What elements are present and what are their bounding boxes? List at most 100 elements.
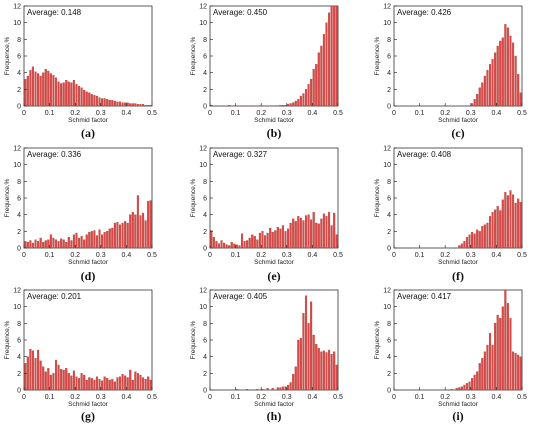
histogram-bar bbox=[147, 376, 150, 391]
histogram-bar bbox=[108, 100, 111, 107]
histogram-bar bbox=[310, 219, 313, 249]
histogram-bar bbox=[294, 366, 297, 391]
x-tick-label: 0 bbox=[208, 110, 212, 117]
histogram-bar bbox=[124, 221, 127, 249]
histogram-bar bbox=[72, 234, 75, 249]
x-tick-label: 0.2 bbox=[256, 394, 266, 401]
y-tick-label: 0 bbox=[17, 104, 21, 111]
y-tick-label: 10 bbox=[383, 304, 391, 311]
x-tick-label: 0.3 bbox=[466, 110, 476, 117]
chart-panel: 0 2 4 6 8 10 12 0 0.1 0.2 0.3 0.4 0.5 Schmid factor Fr… bbox=[4, 4, 157, 141]
histogram-bar bbox=[271, 388, 274, 391]
histogram-bar bbox=[307, 214, 310, 249]
histogram-bar bbox=[514, 55, 517, 107]
histogram-bar bbox=[511, 351, 515, 391]
histogram-bar bbox=[519, 92, 522, 107]
histogram-bar bbox=[256, 239, 259, 249]
x-tick-label: 0.5 bbox=[517, 252, 527, 259]
histogram-bar bbox=[106, 99, 109, 107]
histogram-bar bbox=[70, 375, 73, 391]
histogram-bar bbox=[39, 360, 42, 391]
panel-label: (d) bbox=[81, 269, 96, 283]
histogram-bar bbox=[116, 101, 119, 107]
histogram-bar bbox=[463, 241, 466, 249]
x-tick-label: 0.5 bbox=[147, 252, 157, 259]
y-tick-label: 0 bbox=[203, 388, 207, 395]
histogram-bar bbox=[299, 217, 302, 249]
histogram-bar bbox=[108, 379, 111, 391]
histogram-bar bbox=[77, 237, 81, 249]
histogram-bar bbox=[258, 232, 261, 249]
histogram-bar bbox=[149, 379, 152, 391]
y-tick-label: 10 bbox=[199, 304, 207, 311]
histogram-bar bbox=[85, 234, 88, 249]
y-tick-label: 2 bbox=[203, 87, 207, 94]
y-tick-label: 4 bbox=[17, 70, 21, 77]
histogram-bar bbox=[478, 87, 481, 107]
y-tick-label: 8 bbox=[203, 321, 207, 328]
histogram-bar bbox=[504, 289, 507, 391]
y-tick-label: 2 bbox=[17, 229, 21, 236]
histogram-bar bbox=[121, 102, 124, 107]
y-tick-label: 12 bbox=[13, 4, 21, 11]
histogram-bar bbox=[317, 52, 320, 107]
y-axis-label: Frequence,% bbox=[190, 320, 197, 359]
average-annotation: Average: 0.148 bbox=[27, 8, 82, 17]
histogram-bar bbox=[322, 213, 325, 249]
histogram-bar bbox=[511, 194, 515, 249]
histogram-bar bbox=[93, 230, 96, 249]
histogram-bar bbox=[60, 83, 63, 107]
x-tick-label: 0.5 bbox=[517, 394, 527, 401]
histogram-bar bbox=[511, 42, 515, 107]
histogram-bar bbox=[494, 209, 497, 249]
histogram-bar bbox=[289, 382, 292, 391]
histogram-bar bbox=[501, 199, 504, 249]
histogram-bar bbox=[322, 34, 325, 107]
chart-panel: 0 2 4 6 8 10 12 0 0.1 0.2 0.3 0.4 0.5 Schmid factor Fr… bbox=[4, 288, 157, 424]
histogram-bar bbox=[31, 350, 35, 391]
histogram-bar bbox=[320, 351, 323, 391]
histogram-bar bbox=[320, 218, 323, 249]
histogram-bar bbox=[289, 103, 292, 107]
y-axis-label: Frequence,% bbox=[190, 36, 197, 75]
average-annotation: Average: 0.336 bbox=[27, 150, 82, 159]
panel-label: (g) bbox=[81, 409, 95, 423]
histogram-bar bbox=[65, 242, 68, 249]
histogram-bar bbox=[335, 364, 338, 391]
histogram-bar bbox=[299, 95, 302, 107]
histogram-bar bbox=[98, 97, 101, 107]
panel-label: (a) bbox=[81, 126, 95, 140]
histogram-bar bbox=[312, 334, 315, 391]
histogram-bar bbox=[93, 379, 96, 391]
x-tick-label: 0.3 bbox=[466, 394, 476, 401]
histogram-bar bbox=[506, 303, 509, 391]
y-tick-label: 8 bbox=[17, 179, 21, 186]
y-tick-label: 2 bbox=[17, 87, 21, 94]
histogram-bar bbox=[471, 103, 474, 107]
y-tick-label: 0 bbox=[203, 246, 207, 253]
y-tick-label: 2 bbox=[387, 87, 391, 94]
histogram-bar bbox=[95, 376, 99, 391]
y-axis-label: Frequence,% bbox=[4, 320, 11, 359]
histogram-bar bbox=[131, 212, 134, 249]
y-tick-label: 10 bbox=[383, 20, 391, 27]
x-tick-label: 0.2 bbox=[70, 252, 80, 259]
histogram-bar bbox=[333, 5, 336, 107]
histogram-bar bbox=[44, 240, 47, 249]
histogram-bar bbox=[230, 242, 233, 249]
histogram-bar bbox=[149, 105, 152, 107]
histogram-bar bbox=[312, 69, 315, 107]
y-tick-label: 12 bbox=[199, 4, 207, 11]
y-tick-label: 6 bbox=[203, 338, 207, 345]
histogram-bar bbox=[312, 212, 315, 249]
histogram-bar bbox=[496, 45, 499, 107]
histogram-bar bbox=[289, 222, 292, 249]
y-tick-label: 12 bbox=[199, 288, 207, 295]
histogram-bar bbox=[327, 12, 331, 107]
histogram-bar bbox=[501, 37, 504, 107]
histogram-bar bbox=[276, 387, 279, 391]
histogram-bar bbox=[481, 82, 484, 107]
histogram-bar bbox=[302, 220, 305, 249]
histogram-bar bbox=[62, 239, 65, 249]
y-tick-label: 8 bbox=[387, 37, 391, 44]
